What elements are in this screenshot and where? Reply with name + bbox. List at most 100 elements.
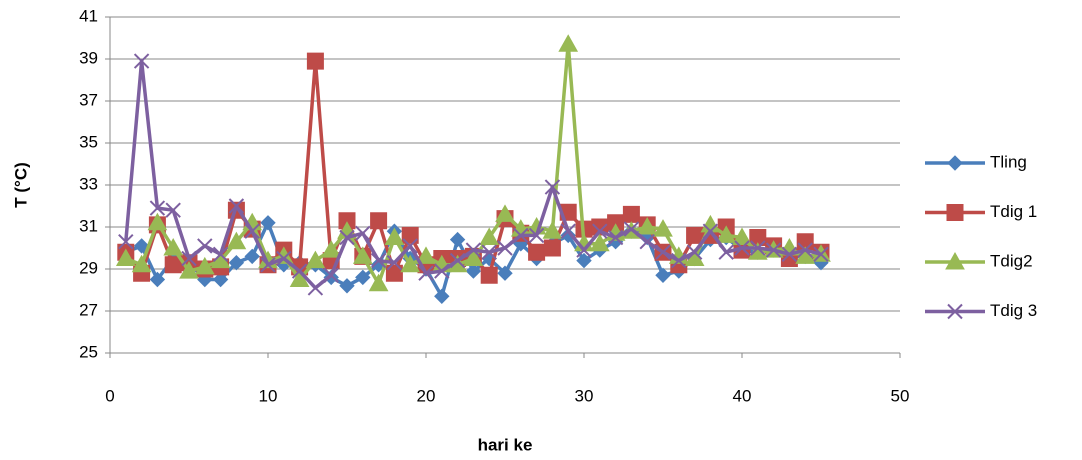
data-point xyxy=(671,252,687,269)
data-point xyxy=(228,198,245,214)
legend-label: Tdig 3 xyxy=(990,301,1037,320)
data-point xyxy=(734,240,750,256)
data-point xyxy=(576,242,592,258)
data-point xyxy=(497,265,513,281)
data-point xyxy=(164,256,182,274)
data-point xyxy=(133,238,150,254)
data-point xyxy=(655,267,671,284)
data-point xyxy=(368,273,389,292)
data-point xyxy=(716,225,737,243)
data-point xyxy=(228,254,245,271)
y-tick-label: 39 xyxy=(79,48,98,67)
data-point xyxy=(781,246,798,263)
data-point xyxy=(338,212,356,230)
data-point xyxy=(589,233,610,252)
data-point xyxy=(197,238,213,254)
x-tick-label: 50 xyxy=(891,386,910,405)
data-point xyxy=(607,229,624,246)
data-point xyxy=(653,219,673,237)
y-tick-label: 35 xyxy=(79,132,98,151)
data-point xyxy=(449,231,466,248)
data-point xyxy=(244,248,260,265)
data-point xyxy=(639,233,655,250)
x-tick-label: 40 xyxy=(733,386,752,405)
data-point xyxy=(402,238,418,254)
data-point xyxy=(560,223,576,239)
data-point xyxy=(542,221,563,239)
data-point xyxy=(732,227,752,245)
y-axis-label: T (°C) xyxy=(11,162,30,208)
data-point xyxy=(305,250,326,269)
data-point xyxy=(702,223,719,239)
data-point xyxy=(528,243,546,261)
data-point xyxy=(558,34,579,52)
x-axis-label: hari ke xyxy=(478,435,533,454)
data-point xyxy=(637,216,658,235)
data-point xyxy=(655,244,671,260)
data-point xyxy=(434,263,450,279)
legend-marker xyxy=(947,155,963,171)
data-point xyxy=(133,53,150,69)
data-point xyxy=(276,250,292,267)
data-point xyxy=(418,265,434,281)
data-point xyxy=(194,256,215,275)
legend-label: Tdig 1 xyxy=(990,202,1037,221)
data-point xyxy=(118,233,134,250)
data-point xyxy=(449,252,466,269)
data-point xyxy=(179,261,199,279)
data-point xyxy=(370,252,387,269)
data-point xyxy=(226,231,247,250)
x-tick-label: 0 xyxy=(105,386,114,405)
legend-marker xyxy=(945,251,965,270)
data-point xyxy=(260,215,276,231)
data-point xyxy=(212,271,229,288)
x-tick-label: 10 xyxy=(259,386,278,405)
data-point xyxy=(560,227,576,244)
y-tick-label: 33 xyxy=(79,174,98,193)
data-point xyxy=(306,52,324,70)
data-point xyxy=(686,226,704,244)
y-tick-label: 29 xyxy=(79,258,98,277)
legend-marker xyxy=(947,303,963,320)
data-point xyxy=(528,227,545,244)
data-point xyxy=(718,244,734,260)
data-point xyxy=(543,239,561,257)
data-point xyxy=(750,240,766,256)
data-point xyxy=(321,240,342,258)
data-point xyxy=(480,266,498,284)
legend-marker xyxy=(946,204,964,221)
data-point xyxy=(386,254,403,271)
y-tick-label: 41 xyxy=(79,6,98,25)
data-point xyxy=(289,269,310,287)
data-point xyxy=(479,227,500,245)
data-point xyxy=(497,240,513,256)
data-point xyxy=(163,237,184,256)
data-point xyxy=(355,225,371,242)
y-tick-label: 31 xyxy=(79,216,98,235)
data-point xyxy=(686,244,703,260)
y-tick-label: 27 xyxy=(79,300,98,319)
data-point xyxy=(400,254,421,273)
data-point xyxy=(401,226,419,244)
data-point xyxy=(813,246,829,263)
data-point xyxy=(355,269,371,286)
data-point xyxy=(797,242,813,258)
data-point xyxy=(481,244,497,260)
data-point xyxy=(622,205,640,223)
y-tick-label: 37 xyxy=(79,90,98,109)
data-point xyxy=(495,204,515,222)
data-point xyxy=(434,288,450,305)
data-point xyxy=(165,202,181,218)
data-point xyxy=(339,229,355,246)
data-point xyxy=(323,267,339,284)
data-point xyxy=(352,246,373,264)
data-point xyxy=(465,242,482,258)
data-point xyxy=(149,200,166,216)
data-point xyxy=(244,223,260,239)
data-point xyxy=(181,250,197,267)
data-point xyxy=(384,227,405,245)
legend-label: Tling xyxy=(990,152,1027,171)
legend-label: Tdig2 xyxy=(990,251,1033,270)
data-point xyxy=(307,280,324,296)
